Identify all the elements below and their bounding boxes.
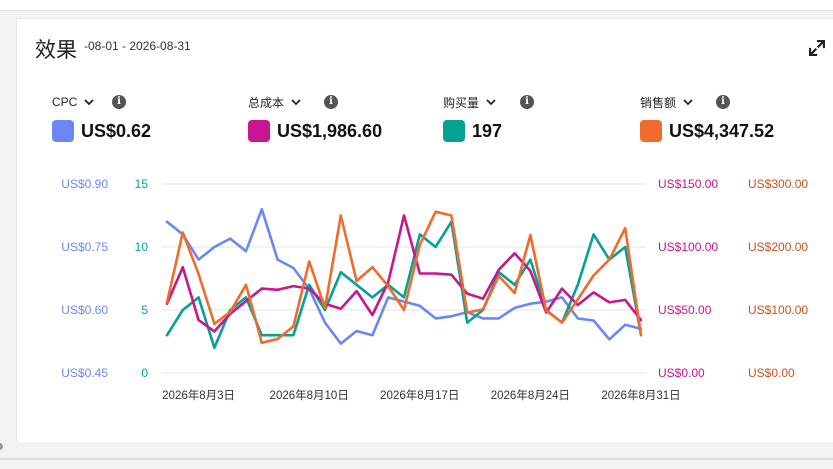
metric-value: US$1,986.60 xyxy=(277,120,383,141)
metric-value: 197 xyxy=(472,120,503,141)
y-tick-label-purchases: 5 xyxy=(141,303,148,317)
chevron-down-icon[interactable] xyxy=(682,96,694,108)
expand-icon[interactable] xyxy=(809,40,825,56)
horizontal-scrollbar[interactable] xyxy=(0,458,833,460)
series-line-purchases xyxy=(165,220,643,350)
x-tick-label: 2026年8月17日 xyxy=(380,388,459,402)
metric-label: 总成本 xyxy=(248,95,285,110)
y-tick-label-cpc: US$0.75 xyxy=(61,240,108,254)
x-tick-label: 2026年8月31日 xyxy=(601,388,680,402)
y-tick-label-purchases: 15 xyxy=(135,177,149,191)
metric-color-swatch[interactable] xyxy=(52,120,74,142)
chevron-down-icon[interactable] xyxy=(485,96,497,108)
info-icon[interactable]: i xyxy=(716,95,730,109)
series-line-cpc xyxy=(165,207,643,345)
metric-purchases[interactable]: 购买量 i 197 xyxy=(443,94,534,142)
series-line-cost xyxy=(165,214,643,333)
y-tick-label-sales: US$300.00 xyxy=(748,177,808,191)
y-tick-label-cost: US$50.00 xyxy=(658,303,712,317)
y-tick-label-cpc: US$0.90 xyxy=(61,177,108,191)
info-icon[interactable]: i xyxy=(520,95,534,109)
metric-value: US$0.62 xyxy=(81,120,152,141)
y-tick-label-cost: US$0.00 xyxy=(658,366,705,380)
y-tick-label-cpc: US$0.45 xyxy=(61,366,108,380)
metric-sales[interactable]: 销售额 i US$4,347.52 xyxy=(640,94,774,142)
scroll-handle[interactable] xyxy=(0,443,3,450)
metric-label: 购买量 xyxy=(443,95,480,110)
metric-value: US$4,347.52 xyxy=(669,120,775,141)
metric-color-swatch[interactable] xyxy=(640,120,662,142)
chevron-down-icon[interactable] xyxy=(290,96,302,108)
y-tick-label-cpc: US$0.60 xyxy=(61,303,108,317)
y-tick-label-purchases: 0 xyxy=(141,366,148,380)
metric-cpc[interactable]: CPC i US$0.62 xyxy=(52,94,151,142)
info-icon[interactable]: i xyxy=(324,95,338,109)
y-tick-label-sales: US$200.00 xyxy=(748,240,808,254)
bottom-bar xyxy=(0,442,833,469)
metric-label: 销售额 xyxy=(640,95,677,110)
series-line-sales xyxy=(165,210,643,345)
y-tick-label-sales: US$0.00 xyxy=(748,366,795,380)
date-range: -08-01 - 2026-08-31 xyxy=(84,39,191,53)
info-icon[interactable]: i xyxy=(112,95,126,109)
x-tick-label: 2026年8月24日 xyxy=(491,388,570,402)
performance-card xyxy=(16,18,833,443)
top-bar xyxy=(0,0,833,11)
x-tick-label: 2026年8月10日 xyxy=(270,388,349,402)
metric-total-cost[interactable]: 总成本 i US$1,986.60 xyxy=(248,94,382,142)
metric-color-swatch[interactable] xyxy=(443,120,465,142)
y-tick-label-purchases: 10 xyxy=(135,240,149,254)
chevron-down-icon[interactable] xyxy=(83,96,95,108)
x-tick-label: 2026年8月3日 xyxy=(162,388,235,402)
y-tick-label-cost: US$150.00 xyxy=(658,177,718,191)
metric-label: CPC xyxy=(52,95,78,109)
y-tick-label-sales: US$100.00 xyxy=(748,303,808,317)
y-tick-label-cost: US$100.00 xyxy=(658,240,718,254)
metric-color-swatch[interactable] xyxy=(248,120,270,142)
page-title: 效果 xyxy=(35,39,77,62)
